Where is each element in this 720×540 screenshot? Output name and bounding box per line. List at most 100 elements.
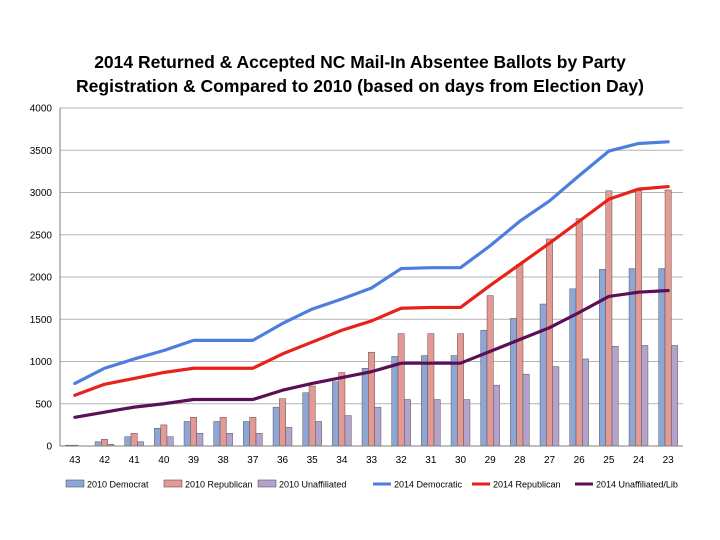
bar (101, 438, 108, 447)
bar (486, 295, 494, 447)
y-tick-label: 4000 (30, 104, 53, 115)
chart-title-line-2: Registration & Compared to 2010 (based o… (76, 76, 644, 96)
bar (611, 346, 619, 447)
x-tick-label: 34 (336, 455, 348, 466)
legend-label: 2014 Democratic (394, 480, 463, 490)
legend-label: 2010 Unaffiliated (279, 480, 346, 490)
chart-title-line-1: 2014 Returned & Accepted NC Mail-In Abse… (94, 52, 626, 72)
bar (575, 218, 583, 447)
y-tick-label: 1000 (30, 357, 53, 368)
bar (332, 381, 339, 447)
bar (539, 303, 547, 447)
legend-label: 2010 Democrat (87, 480, 149, 490)
bar (516, 264, 524, 447)
bar (463, 399, 471, 447)
x-tick-label: 42 (99, 455, 111, 466)
bar (427, 333, 435, 447)
bar (361, 368, 369, 447)
bar (658, 268, 666, 447)
bar (457, 333, 464, 447)
bar (338, 372, 346, 447)
x-tick-label: 43 (69, 455, 81, 466)
bar (599, 269, 606, 447)
legend-label: 2010 Republican (185, 480, 253, 490)
x-tick-label: 33 (366, 455, 378, 466)
bar (249, 417, 257, 447)
bar (160, 424, 168, 447)
bar (196, 433, 204, 447)
y-tick-label: 0 (46, 442, 52, 453)
bar (664, 189, 672, 447)
series-line (73, 288, 670, 419)
bar (522, 373, 530, 447)
bar (226, 433, 233, 447)
legend-label: 2014 Republican (493, 480, 561, 490)
bar (137, 441, 144, 447)
bar (124, 436, 132, 447)
x-tick-label: 38 (218, 455, 230, 466)
y-tick-label: 2500 (30, 230, 53, 241)
chart-title: 2014 Returned & Accepted NC Mail-In Abse… (0, 50, 720, 98)
x-tick-label: 29 (485, 455, 497, 466)
bar (628, 268, 636, 447)
bar (635, 190, 642, 447)
x-tick-label: 27 (544, 455, 556, 466)
bar (272, 406, 280, 447)
bar (671, 345, 678, 447)
y-tick-label: 3500 (30, 146, 53, 157)
bar (582, 358, 589, 447)
bar (552, 366, 560, 447)
bar (166, 436, 174, 447)
x-tick-label: 28 (514, 455, 526, 466)
bar (433, 399, 441, 447)
bar (302, 392, 310, 447)
bar (641, 345, 649, 447)
bar (308, 385, 316, 447)
y-tick-label: 500 (35, 399, 52, 410)
x-tick-label: 24 (633, 455, 645, 466)
x-tick-label: 31 (425, 455, 437, 466)
x-tick-label: 35 (307, 455, 319, 466)
bar (279, 398, 286, 447)
x-tick-label: 37 (247, 455, 259, 466)
x-tick-label: 30 (455, 455, 467, 466)
bar (493, 384, 500, 447)
bar (183, 421, 191, 447)
legend-swatch (65, 479, 85, 488)
x-tick-label: 39 (188, 455, 200, 466)
line-series (73, 140, 670, 419)
legend: 2010 Democrat 2010 Republican 2010 Unaffil… (65, 479, 678, 490)
axes: 0 500 1000 1500 2000 2500 3000 3500 4000 43 42 41 40… (30, 104, 683, 466)
bar (344, 415, 352, 447)
legend-label: 2014 Unaffiliated/Lib (596, 480, 678, 490)
bar (368, 351, 375, 447)
bar (450, 355, 458, 447)
bar (605, 190, 613, 447)
y-tick-label: 2000 (30, 273, 53, 284)
bar (213, 421, 221, 447)
bar (315, 421, 322, 447)
bar-series (65, 189, 678, 447)
legend-swatch (163, 479, 183, 488)
bar (285, 427, 293, 447)
x-tick-label: 41 (129, 455, 141, 466)
bar (243, 421, 250, 447)
bar (480, 329, 488, 447)
x-tick-label: 32 (396, 455, 408, 466)
bar (130, 433, 138, 447)
bar (510, 318, 517, 447)
y-tick-label: 1500 (30, 315, 53, 326)
bar (391, 356, 399, 447)
bar (94, 441, 102, 447)
x-tick-label: 36 (277, 455, 289, 466)
x-tick-label: 23 (663, 455, 675, 466)
bar (569, 288, 577, 447)
x-tick-label: 40 (158, 455, 170, 466)
series-line (73, 184, 670, 397)
bar (546, 238, 553, 447)
legend-swatch (257, 479, 277, 488)
bar (255, 433, 263, 447)
x-tick-label: 25 (603, 455, 615, 466)
bar (190, 417, 197, 447)
